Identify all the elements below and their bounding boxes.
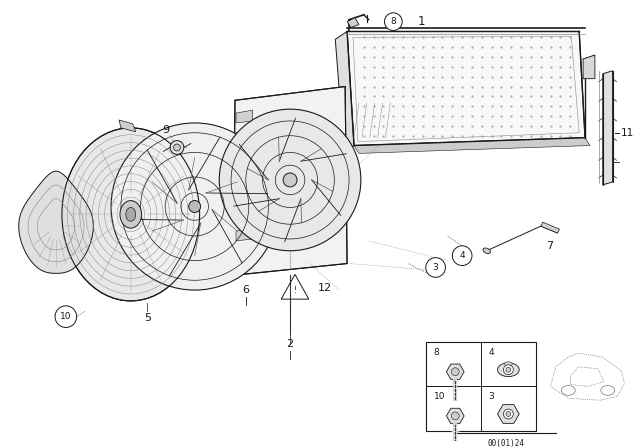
Polygon shape: [119, 120, 136, 132]
Polygon shape: [347, 18, 359, 27]
Text: 3: 3: [489, 392, 495, 401]
Ellipse shape: [504, 365, 513, 375]
Text: 9: 9: [162, 125, 170, 135]
Polygon shape: [497, 405, 519, 423]
Ellipse shape: [120, 201, 141, 228]
Text: 4: 4: [460, 251, 465, 260]
Polygon shape: [426, 342, 536, 431]
Ellipse shape: [126, 207, 136, 221]
Polygon shape: [447, 364, 464, 379]
Polygon shape: [236, 189, 253, 202]
Ellipse shape: [506, 367, 511, 372]
Ellipse shape: [504, 409, 513, 419]
Polygon shape: [541, 222, 559, 233]
Polygon shape: [236, 228, 253, 241]
Circle shape: [385, 13, 402, 30]
Polygon shape: [447, 408, 464, 424]
Text: 2: 2: [287, 339, 294, 349]
Ellipse shape: [504, 362, 512, 366]
Ellipse shape: [173, 144, 180, 151]
Text: 3: 3: [433, 263, 438, 272]
Text: 7: 7: [546, 241, 553, 251]
Text: 00(01)24: 00(01)24: [488, 439, 525, 448]
Ellipse shape: [62, 128, 200, 301]
Text: 8: 8: [390, 17, 396, 26]
Polygon shape: [335, 31, 354, 153]
Polygon shape: [236, 130, 253, 142]
Ellipse shape: [111, 123, 278, 290]
Ellipse shape: [170, 141, 184, 155]
Text: 5: 5: [144, 313, 151, 323]
Text: 10: 10: [60, 312, 72, 321]
Text: 4: 4: [489, 348, 494, 357]
Ellipse shape: [189, 201, 200, 212]
Polygon shape: [603, 71, 612, 185]
Ellipse shape: [283, 173, 297, 187]
Text: 12: 12: [317, 283, 332, 293]
Polygon shape: [583, 55, 595, 79]
Polygon shape: [233, 86, 347, 276]
Circle shape: [426, 258, 445, 277]
Polygon shape: [236, 208, 253, 221]
Text: 6: 6: [243, 285, 250, 295]
Ellipse shape: [451, 368, 460, 375]
Polygon shape: [236, 150, 253, 162]
Polygon shape: [354, 138, 590, 153]
Ellipse shape: [497, 363, 519, 377]
Ellipse shape: [483, 248, 490, 254]
Polygon shape: [236, 110, 253, 123]
Polygon shape: [19, 171, 93, 273]
Text: 11: 11: [620, 128, 634, 138]
Polygon shape: [236, 169, 253, 182]
Ellipse shape: [506, 412, 511, 417]
Polygon shape: [347, 31, 585, 146]
Ellipse shape: [220, 109, 361, 251]
Text: 1: 1: [418, 15, 426, 28]
Text: 8: 8: [434, 348, 440, 357]
Text: !: !: [294, 285, 296, 295]
Ellipse shape: [451, 412, 460, 420]
Text: 10: 10: [434, 392, 445, 401]
Circle shape: [55, 306, 77, 327]
Circle shape: [452, 246, 472, 266]
